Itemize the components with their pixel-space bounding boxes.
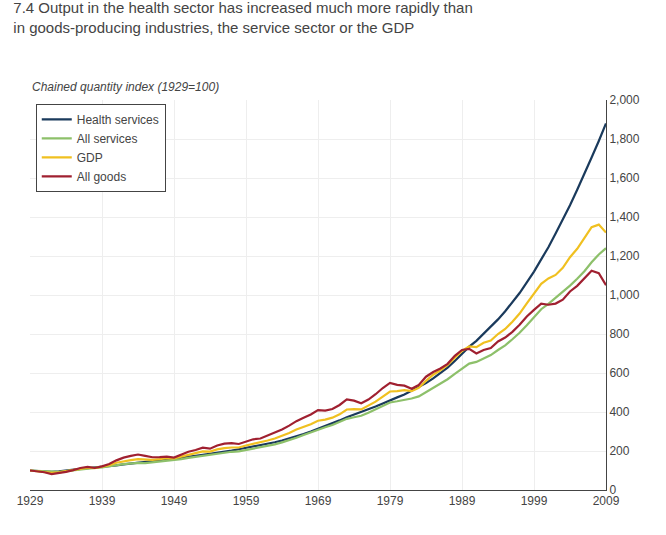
svg-text:1,400: 1,400 <box>609 210 639 224</box>
svg-text:800: 800 <box>609 327 629 341</box>
svg-text:Chained quantity index (1929=1: Chained quantity index (1929=100) <box>32 80 219 94</box>
svg-text:1979: 1979 <box>377 494 404 508</box>
svg-text:2009: 2009 <box>593 494 620 508</box>
svg-text:Health services: Health services <box>77 113 159 127</box>
svg-text:1959: 1959 <box>233 494 260 508</box>
svg-text:1989: 1989 <box>449 494 476 508</box>
svg-text:7.4 Output in the health secto: 7.4 Output in the health sector has incr… <box>13 0 472 36</box>
svg-text:All goods: All goods <box>77 170 126 184</box>
svg-text:1939: 1939 <box>89 494 116 508</box>
svg-text:GDP: GDP <box>77 151 103 165</box>
svg-text:1,800: 1,800 <box>609 132 639 146</box>
svg-text:1,200: 1,200 <box>609 249 639 263</box>
svg-text:2,000: 2,000 <box>609 93 639 107</box>
svg-text:1,000: 1,000 <box>609 288 639 302</box>
svg-text:1999: 1999 <box>521 494 548 508</box>
svg-text:600: 600 <box>609 366 629 380</box>
svg-text:1929: 1929 <box>17 494 44 508</box>
svg-text:1949: 1949 <box>161 494 188 508</box>
svg-text:400: 400 <box>609 405 629 419</box>
svg-text:200: 200 <box>609 444 629 458</box>
svg-text:All services: All services <box>77 132 138 146</box>
svg-text:0: 0 <box>609 483 616 497</box>
svg-text:1,600: 1,600 <box>609 171 639 185</box>
svg-text:1969: 1969 <box>305 494 332 508</box>
